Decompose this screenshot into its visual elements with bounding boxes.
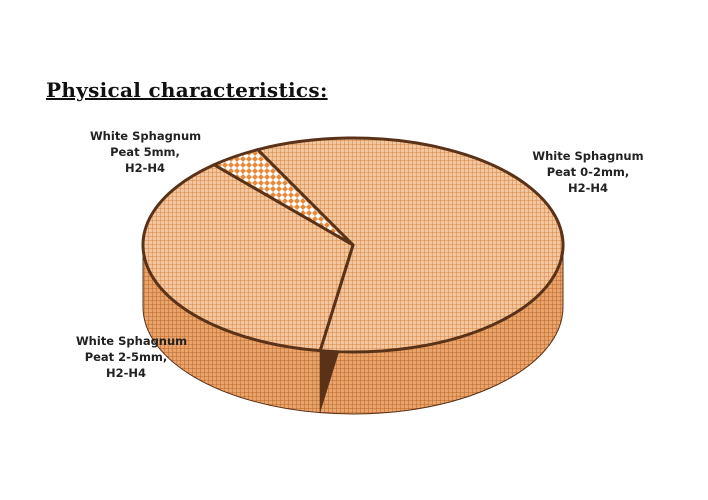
slice-label-2-5mm: White Sphagnum Peat 2-5mm, H2-H4 bbox=[76, 334, 188, 380]
slice-label-5mm: White Sphagnum Peat 5mm, H2-H4 bbox=[90, 129, 202, 175]
chart-title: Physical characteristics: bbox=[46, 78, 328, 102]
pie-slice-2 bbox=[212, 148, 355, 247]
pie-slice-1 bbox=[141, 163, 355, 353]
slice-label-0-2mm: White Sphagnum Peat 0-2mm, H2-H4 bbox=[532, 149, 644, 195]
pie-slice-0 bbox=[256, 136, 565, 354]
